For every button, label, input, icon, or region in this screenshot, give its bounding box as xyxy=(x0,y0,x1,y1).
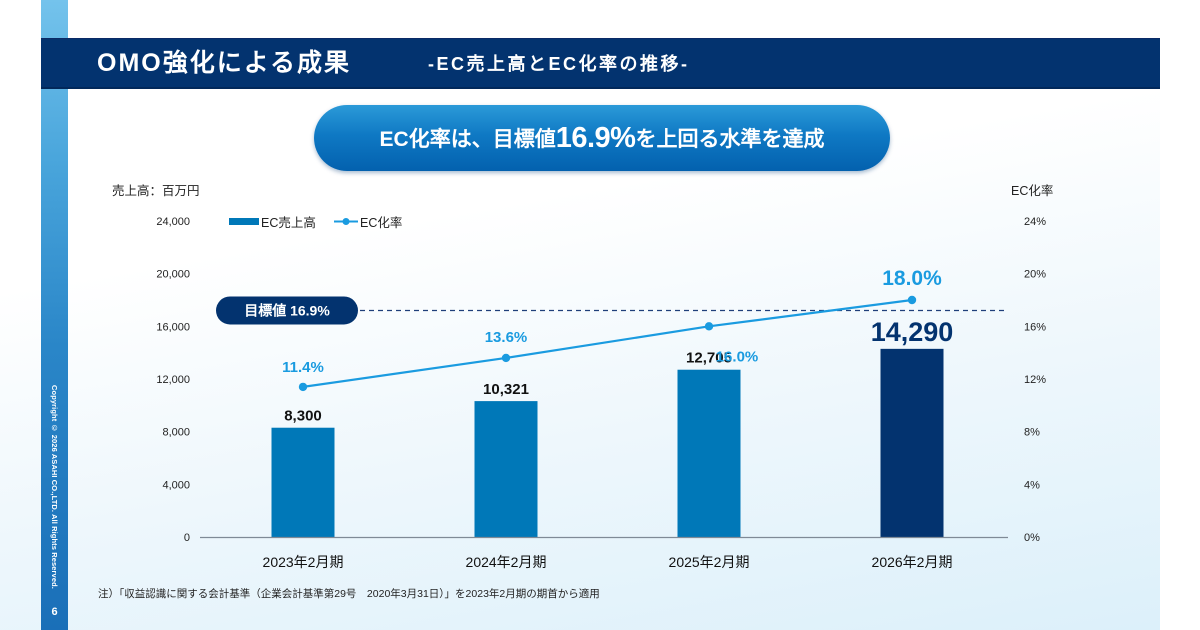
target-line-group: 目標値 16.9% xyxy=(216,296,1008,325)
bar-series: 8,300 10,321 12,705 14,290 xyxy=(271,317,954,537)
x-tick-label: 2024年2月期 xyxy=(466,554,547,570)
right-tick-label: 8% xyxy=(1024,427,1040,439)
footnote: 注）「収益認識に関する会計基準（企業会計基準第29号 2020年3月31日）」を… xyxy=(98,588,600,600)
key-message-callout: EC化率は、目標値 16.9% を上回る水準を達成 xyxy=(314,105,890,171)
side-strip xyxy=(41,0,68,630)
bar xyxy=(677,369,741,537)
right-tick-label: 12% xyxy=(1024,374,1046,386)
callout-suffix: を上回る水準を達成 xyxy=(635,128,825,151)
left-tick-label: 4,000 xyxy=(162,479,190,491)
rate-value-label: 11.4% xyxy=(282,359,324,376)
page-number: 6 xyxy=(51,606,58,618)
x-tick-label: 2025年2月期 xyxy=(669,554,750,570)
rate-marker xyxy=(298,382,308,392)
x-tick-label: 2026年2月期 xyxy=(872,554,953,570)
bar xyxy=(474,401,538,537)
left-axis-ticks: 0 4,000 8,000 12,000 16,000 20,000 24,000 xyxy=(156,216,190,544)
bar-value-label: 12,705 xyxy=(686,350,732,367)
left-tick-label: 8,000 xyxy=(162,427,190,439)
target-badge-label: 目標値 16.9% xyxy=(244,302,330,318)
rate-line xyxy=(302,298,913,388)
left-tick-label: 0 xyxy=(184,532,190,544)
line-series: 11.4% 13.6% 16.0% 18.0% xyxy=(282,267,942,392)
right-tick-label: 24% xyxy=(1024,216,1046,228)
x-axis-labels: 2023年2月期 2024年2月期 2025年2月期 2026年2月期 xyxy=(263,554,953,570)
legend-swatch-marker xyxy=(342,218,350,225)
callout-prefix: EC化率は、目標値 xyxy=(379,128,556,151)
right-tick-label: 4% xyxy=(1024,479,1040,491)
right-tick-label: 16% xyxy=(1024,321,1046,333)
bar xyxy=(271,427,335,537)
copyright-text: Copyright © 2026 ASAHI CO.,LTD. All Righ… xyxy=(50,385,59,589)
bar-value-label: 8,300 xyxy=(284,408,322,425)
left-tick-label: 20,000 xyxy=(156,269,190,281)
legend-swatch-bar xyxy=(229,218,259,225)
callout-highlight: 16.9% xyxy=(555,121,636,154)
left-axis-title: 売上高：百万円 xyxy=(112,184,200,198)
right-tick-label: 0% xyxy=(1024,532,1040,544)
legend-label-line: EC化率 xyxy=(360,215,402,230)
rate-value-label: 18.0% xyxy=(882,267,942,290)
legend-label-bar: EC売上高 xyxy=(261,215,316,230)
bar-value-label: 10,321 xyxy=(483,381,529,398)
right-axis-ticks: 0% 4% 8% 12% 16% 20% 24% xyxy=(1024,216,1046,544)
chart-legend: EC売上高 EC化率 xyxy=(229,215,402,230)
header-bar xyxy=(41,38,1160,89)
rate-marker xyxy=(501,353,511,363)
right-tick-label: 20% xyxy=(1024,269,1046,281)
page-title: OMO強化による成果 xyxy=(97,49,351,77)
rate-value-label: 16.0% xyxy=(716,348,759,365)
page-subtitle: -EC売上高とEC化率の推移- xyxy=(428,54,690,74)
target-badge xyxy=(216,296,358,325)
rate-marker xyxy=(907,295,917,305)
right-axis-title: EC化率 xyxy=(1011,184,1054,198)
left-tick-label: 16,000 xyxy=(156,321,190,333)
left-tick-label: 24,000 xyxy=(156,216,190,228)
bar-value-label: 14,290 xyxy=(871,317,954,347)
bar xyxy=(880,348,944,537)
left-tick-label: 12,000 xyxy=(156,374,190,386)
x-tick-label: 2023年2月期 xyxy=(263,554,344,570)
rate-marker xyxy=(704,322,714,331)
rate-value-label: 13.6% xyxy=(485,329,528,346)
